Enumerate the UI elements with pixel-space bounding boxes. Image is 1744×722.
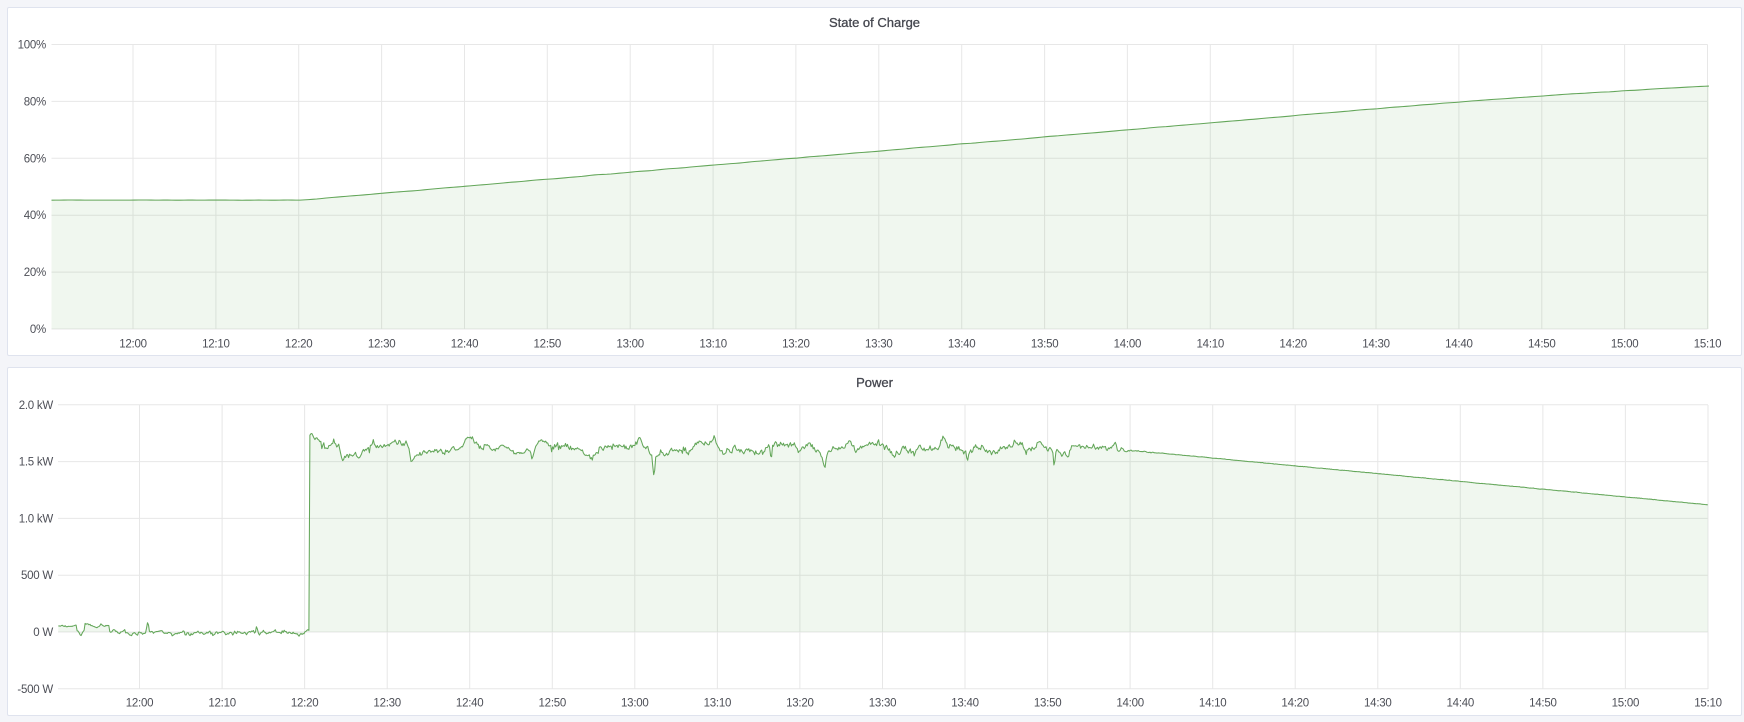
svg-text:14:10: 14:10 (1197, 339, 1225, 351)
svg-text:12:10: 12:10 (202, 339, 230, 351)
svg-text:13:30: 13:30 (869, 698, 897, 710)
svg-text:14:20: 14:20 (1279, 339, 1307, 351)
svg-text:40%: 40% (24, 210, 46, 222)
svg-text:500 W: 500 W (21, 570, 53, 582)
svg-text:12:50: 12:50 (534, 339, 562, 351)
svg-text:2.0 kW: 2.0 kW (19, 400, 54, 412)
svg-text:12:50: 12:50 (539, 698, 567, 710)
svg-text:13:40: 13:40 (951, 698, 979, 710)
svg-text:0 W: 0 W (33, 627, 53, 639)
svg-text:13:20: 13:20 (782, 339, 810, 351)
svg-text:13:50: 13:50 (1031, 339, 1059, 351)
svg-text:14:30: 14:30 (1362, 339, 1390, 351)
svg-text:-500 W: -500 W (17, 684, 53, 696)
svg-text:13:00: 13:00 (616, 339, 644, 351)
svg-text:13:10: 13:10 (704, 698, 732, 710)
svg-text:12:40: 12:40 (456, 698, 484, 710)
svg-text:12:30: 12:30 (373, 698, 401, 710)
svg-text:12:30: 12:30 (368, 339, 396, 351)
svg-text:15:00: 15:00 (1611, 339, 1639, 351)
svg-text:14:20: 14:20 (1281, 698, 1309, 710)
svg-text:13:20: 13:20 (786, 698, 814, 710)
svg-text:13:30: 13:30 (865, 339, 893, 351)
svg-text:15:10: 15:10 (1694, 698, 1722, 710)
svg-text:14:00: 14:00 (1114, 339, 1142, 351)
svg-text:20%: 20% (24, 267, 46, 279)
svg-text:13:40: 13:40 (948, 339, 976, 351)
svg-text:13:10: 13:10 (699, 339, 727, 351)
svg-text:12:40: 12:40 (451, 339, 479, 351)
svg-text:14:30: 14:30 (1364, 698, 1392, 710)
svg-text:15:00: 15:00 (1612, 698, 1640, 710)
svg-text:1.5 kW: 1.5 kW (19, 457, 54, 469)
svg-text:14:00: 14:00 (1116, 698, 1144, 710)
svg-text:12:10: 12:10 (208, 698, 236, 710)
svg-text:80%: 80% (24, 96, 46, 108)
svg-text:13:50: 13:50 (1034, 698, 1062, 710)
svg-text:12:00: 12:00 (119, 339, 147, 351)
svg-text:13:00: 13:00 (621, 698, 649, 710)
svg-text:14:50: 14:50 (1529, 698, 1557, 710)
svg-text:1.0 kW: 1.0 kW (19, 513, 54, 525)
svg-text:14:50: 14:50 (1528, 339, 1556, 351)
svg-text:14:40: 14:40 (1447, 698, 1475, 710)
svg-text:12:20: 12:20 (291, 698, 319, 710)
svg-text:14:40: 14:40 (1445, 339, 1473, 351)
svg-text:100%: 100% (18, 40, 46, 52)
svg-text:12:20: 12:20 (285, 339, 313, 351)
svg-text:15:10: 15:10 (1694, 339, 1722, 351)
svg-text:60%: 60% (24, 153, 46, 165)
svg-text:14:10: 14:10 (1199, 698, 1227, 710)
svg-text:0%: 0% (30, 324, 46, 336)
svg-text:12:00: 12:00 (126, 698, 154, 710)
